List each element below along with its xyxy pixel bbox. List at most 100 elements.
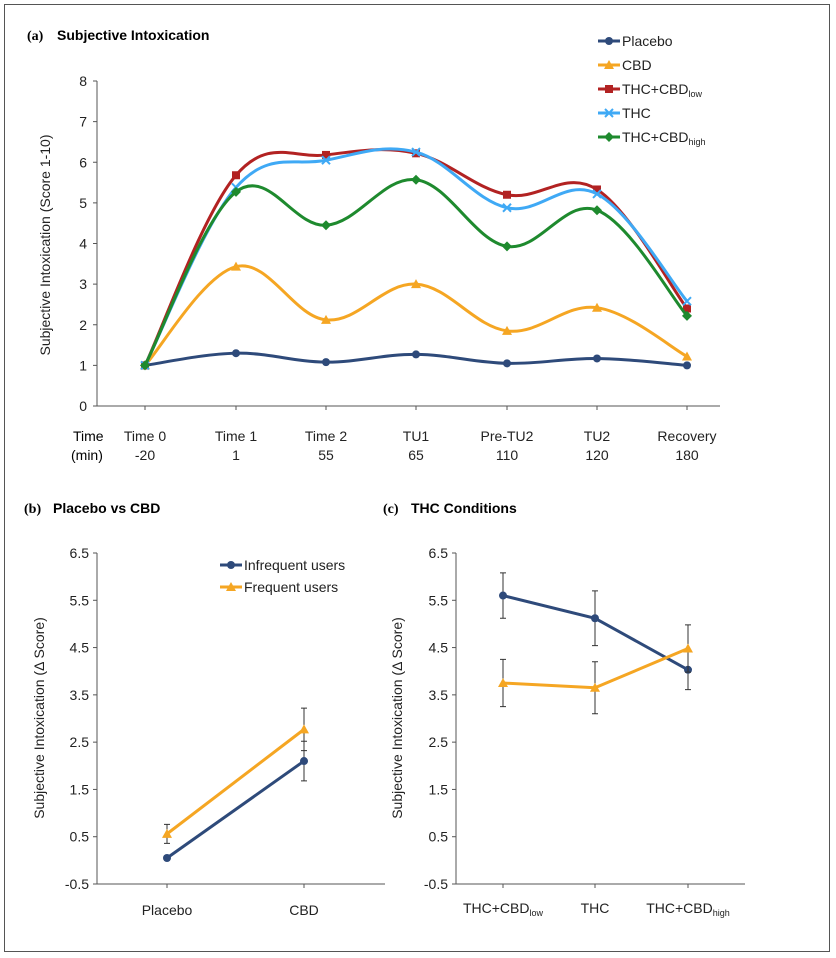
data-point: [592, 302, 602, 312]
x-category-label: Time 1: [215, 428, 257, 444]
legend-label: THC: [622, 105, 651, 121]
data-point: [411, 147, 421, 157]
y-tick-label: -0.5: [424, 876, 448, 892]
y-tick-label: 2.5: [70, 734, 90, 750]
x-minutes-label: -20: [135, 447, 155, 463]
y-tick-label: 2.5: [429, 734, 449, 750]
figure-frame: [4, 4, 830, 952]
x-category-label: Placebo: [142, 902, 193, 918]
x-category-label: THC: [581, 900, 610, 916]
data-point: [299, 724, 309, 734]
panel-c-label: (c): [383, 502, 399, 517]
y-tick-label: 3.5: [429, 687, 449, 703]
data-point: [682, 351, 692, 361]
data-point: [503, 190, 511, 199]
data-point: [499, 591, 507, 600]
panel-a-title: Subjective Intoxication: [57, 27, 209, 43]
panel-b-label: (b): [24, 502, 41, 517]
y-tick-label: 0.5: [70, 829, 90, 845]
minutes-row-header: (min): [71, 447, 103, 463]
y-tick-label: 4.5: [429, 640, 449, 656]
data-point: [502, 203, 512, 213]
series-line: [166, 728, 305, 836]
y-axis-label: Subjective Intoxication (Δ Score): [31, 617, 47, 819]
data-point: [502, 325, 512, 335]
x-category-label: Time 0: [124, 428, 166, 444]
data-point: [502, 241, 512, 252]
legend-marker: [226, 582, 236, 591]
x-minutes-label: 55: [318, 447, 334, 463]
y-tick-label: 8: [79, 73, 87, 89]
legend-label: Infrequent users: [244, 557, 345, 573]
data-point: [232, 171, 240, 180]
data-point: [503, 359, 511, 368]
x-category-label: Time 2: [305, 428, 347, 444]
data-point: [321, 314, 331, 324]
data-point: [593, 354, 601, 363]
data-point: [321, 155, 331, 165]
data-point: [411, 279, 421, 289]
data-point: [682, 310, 692, 321]
x-minutes-label: 180: [675, 447, 699, 463]
y-tick-label: -0.5: [65, 876, 89, 892]
x-category-label: THC+CBDlow: [463, 900, 544, 918]
legend-marker: [605, 37, 613, 45]
data-point: [232, 349, 240, 358]
data-point: [683, 361, 691, 370]
y-tick-label: 3.5: [70, 687, 90, 703]
data-point: [231, 261, 241, 271]
data-point: [163, 853, 171, 862]
data-point: [498, 678, 508, 688]
panel-b-title: Placebo vs CBD: [53, 500, 160, 516]
data-point: [590, 682, 600, 692]
y-tick-label: 7: [79, 114, 87, 130]
data-point: [322, 358, 330, 367]
series-line: [166, 759, 305, 860]
y-tick-label: 0: [79, 398, 87, 414]
x-minutes-label: 120: [585, 447, 609, 463]
x-category-label: CBD: [289, 902, 319, 918]
panel-a-plot: 0 1 2 3 4 5 6 7 8 Subjective Intoxication (Score …: [37, 33, 720, 463]
y-tick-label: 6: [79, 154, 87, 170]
time-row-header: Time: [73, 428, 104, 444]
data-point: [140, 360, 150, 371]
data-point: [591, 614, 599, 623]
x-minutes-label: 1: [232, 447, 240, 463]
y-axis-label: Subjective Intoxication (Δ Score): [389, 617, 405, 819]
data-point: [412, 350, 420, 359]
y-tick-label: 5.5: [70, 592, 90, 608]
x-category-label: Pre-TU2: [481, 428, 534, 444]
data-point: [231, 186, 241, 197]
legend-marker: [227, 561, 235, 569]
y-tick-label: 6.5: [429, 545, 449, 561]
data-point: [592, 205, 602, 216]
x-category-label: TU2: [584, 428, 611, 444]
data-point: [411, 174, 421, 185]
y-tick-label: 4: [79, 236, 87, 252]
panel-c-title: THC Conditions: [411, 500, 517, 516]
legend-label: Frequent users: [244, 579, 338, 595]
data-point: [322, 150, 330, 159]
panel-b-plot: -0.5 0.5 1.5 2.5 3.5 4.5 5.5 6.5 Subjective Into…: [31, 545, 385, 918]
data-point: [592, 189, 602, 199]
legend-label: THC+CBDlow: [622, 81, 703, 99]
legend-label: Placebo: [622, 33, 673, 49]
y-tick-label: 6.5: [70, 545, 90, 561]
data-point: [682, 296, 692, 306]
x-category-label: THC+CBDhigh: [646, 900, 730, 918]
y-tick-label: 4.5: [70, 640, 90, 656]
legend-label: THC+CBDhigh: [622, 129, 706, 147]
x-category-label: TU1: [403, 428, 430, 444]
x-minutes-label: 110: [496, 447, 519, 463]
y-tick-label: 5.5: [429, 592, 449, 608]
y-tick-label: 5: [79, 195, 87, 211]
panel-c-plot: -0.5 0.5 1.5 2.5 3.5 4.5 5.5 6.5 Subjective Into…: [389, 545, 745, 918]
legend-marker: [605, 85, 613, 93]
y-tick-label: 3: [79, 276, 87, 292]
data-point: [683, 304, 691, 313]
data-point: [300, 757, 308, 766]
y-tick-label: 1.5: [429, 781, 449, 797]
x-category-label: Recovery: [657, 428, 716, 444]
data-point: [683, 643, 693, 653]
